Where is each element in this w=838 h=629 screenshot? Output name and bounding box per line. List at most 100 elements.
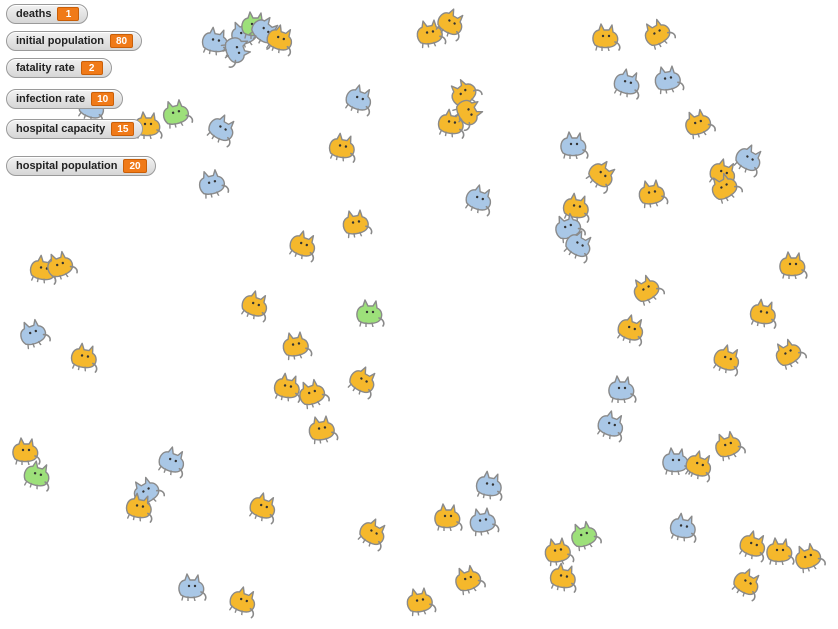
cat-sprite-healthy[interactable] — [707, 424, 749, 464]
cat-sprite-healthy[interactable] — [766, 331, 810, 374]
cat-sprite-healthy[interactable] — [66, 338, 105, 373]
cat-sprite-healthy[interactable] — [337, 204, 376, 239]
cat-costume-icon — [406, 587, 437, 617]
cat-sprite-healthy[interactable] — [291, 372, 333, 412]
cat-sprite-healthy[interactable] — [624, 267, 668, 310]
cat-sprite-infected[interactable] — [557, 129, 591, 160]
cat-sprite-infected[interactable] — [608, 63, 649, 101]
cat-sprite-healthy[interactable] — [430, 1, 474, 44]
cat-sprite-healthy[interactable] — [545, 558, 584, 593]
cat-sprite-recovered[interactable] — [156, 93, 197, 131]
watcher-label: initial population — [16, 35, 104, 47]
watcher-fatality-rate[interactable]: fatality rate 2 — [6, 58, 112, 78]
cat-sprite-healthy[interactable] — [702, 165, 746, 208]
cat-sprite-healthy[interactable] — [9, 435, 43, 466]
cat-sprite-infected[interactable] — [471, 466, 510, 501]
cat-sprite-healthy[interactable] — [733, 524, 775, 564]
cat-sprite-infected[interactable] — [459, 178, 501, 218]
cat-sprite-recovered[interactable] — [563, 514, 605, 554]
cat-costume-icon — [713, 344, 740, 377]
cat-sprite-healthy[interactable] — [243, 486, 285, 526]
cat-costume-icon — [685, 108, 716, 140]
cat-sprite-healthy[interactable] — [677, 102, 719, 142]
cat-sprite-healthy[interactable] — [401, 582, 440, 617]
cat-sprite-infected[interactable] — [665, 508, 704, 543]
cat-sprite-healthy[interactable] — [431, 501, 465, 532]
cat-sprite-healthy[interactable] — [635, 11, 679, 54]
cat-costume-icon — [766, 537, 795, 566]
watcher-hospital-population[interactable]: hospital population 20 — [6, 156, 156, 176]
cat-costume-icon — [434, 503, 463, 532]
cat-costume-icon — [125, 492, 153, 523]
cat-sprite-healthy[interactable] — [787, 536, 829, 576]
cat-costume-icon — [357, 518, 386, 552]
cat-sprite-healthy[interactable] — [633, 174, 672, 209]
watcher-infection-rate[interactable]: infection rate 10 — [6, 89, 124, 109]
cat-sprite-infected[interactable] — [605, 373, 639, 404]
cat-costume-icon — [779, 251, 808, 280]
cat-costume-icon — [435, 8, 464, 42]
cat-sprite-healthy[interactable] — [223, 580, 265, 620]
cat-sprite-healthy[interactable] — [39, 244, 81, 284]
cat-sprite-recovered[interactable] — [18, 455, 59, 493]
cat-sprite-healthy[interactable] — [121, 488, 160, 523]
cat-sprite-recovered[interactable] — [353, 297, 387, 328]
cat-sprite-healthy[interactable] — [411, 14, 450, 49]
cat-sprite-healthy[interactable] — [352, 511, 396, 554]
cat-sprite-infected[interactable] — [464, 502, 503, 537]
cat-sprite-infected[interactable] — [192, 163, 233, 201]
cat-sprite-healthy[interactable] — [611, 308, 653, 348]
cat-sprite-infected[interactable] — [201, 107, 245, 150]
cat-sprite-healthy[interactable] — [707, 338, 749, 378]
cat-costume-icon — [617, 314, 644, 347]
cat-costume-icon — [70, 342, 98, 373]
cat-sprite-healthy[interactable] — [539, 532, 578, 567]
cat-sprite-healthy[interactable] — [580, 152, 625, 197]
cat-sprite-healthy[interactable] — [324, 128, 363, 163]
cat-sprite-healthy[interactable] — [342, 359, 386, 402]
cat-costume-icon — [249, 492, 276, 525]
cat-sprite-healthy[interactable] — [679, 444, 721, 484]
cat-sprite-healthy[interactable] — [433, 104, 472, 139]
cat-sprite-infected[interactable] — [339, 78, 381, 118]
cat-costume-icon — [711, 172, 744, 204]
watcher-deaths[interactable]: deaths 1 — [6, 4, 89, 24]
cat-costume-icon — [654, 65, 685, 95]
cat-sprite-infected[interactable] — [175, 571, 209, 602]
watcher-value: 10 — [91, 92, 115, 106]
cat-sprite-healthy[interactable] — [763, 535, 797, 566]
cat-sprite-infected[interactable] — [547, 206, 589, 246]
cat-sprite-healthy[interactable] — [283, 224, 325, 264]
cat-costume-icon — [229, 586, 256, 619]
cat-sprite-healthy[interactable] — [449, 90, 492, 134]
cat-sprite-healthy[interactable] — [589, 21, 623, 52]
cat-costume-icon — [347, 366, 376, 400]
cat-sprite-infected[interactable] — [558, 223, 602, 266]
cat-sprite-infected[interactable] — [124, 469, 168, 512]
cat-sprite-infected[interactable] — [152, 440, 194, 480]
cat-costume-icon — [795, 542, 826, 574]
cat-sprite-infected[interactable] — [218, 29, 258, 71]
cat-sprite-infected[interactable] — [12, 312, 54, 352]
cat-sprite-infected[interactable] — [591, 404, 633, 444]
cat-sprite-healthy[interactable] — [745, 294, 784, 329]
cat-sprite-healthy[interactable] — [726, 561, 770, 604]
cat-sprite-infected[interactable] — [649, 60, 688, 95]
cat-costume-icon — [12, 437, 41, 466]
cat-costume-icon — [555, 212, 586, 244]
cat-costume-icon — [356, 299, 385, 328]
cat-sprite-infected[interactable] — [728, 137, 772, 180]
cat-sprite-healthy[interactable] — [260, 18, 302, 58]
watcher-initial-population[interactable]: initial population 80 — [6, 31, 143, 51]
cat-costume-icon — [220, 37, 252, 68]
cat-costume-icon — [437, 108, 465, 139]
cat-sprite-healthy[interactable] — [303, 410, 342, 445]
cat-costume-icon — [47, 250, 78, 282]
cat-sprite-healthy[interactable] — [776, 249, 810, 280]
cat-sprite-healthy[interactable] — [447, 558, 489, 598]
cat-sprite-healthy[interactable] — [269, 368, 308, 403]
cat-sprite-healthy[interactable] — [277, 326, 316, 361]
watcher-hospital-capacity[interactable]: hospital capacity 15 — [6, 119, 144, 139]
cat-sprite-healthy[interactable] — [235, 284, 277, 324]
